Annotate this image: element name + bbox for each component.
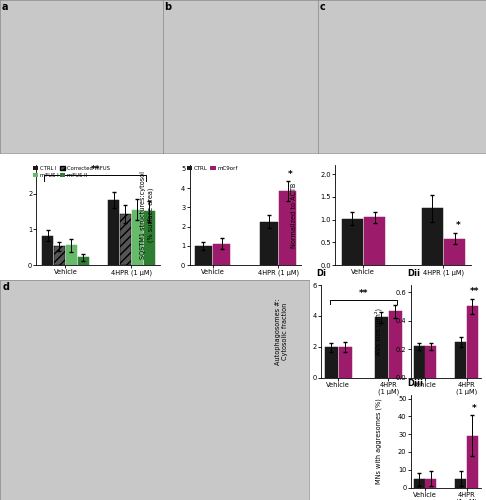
Bar	[467, 306, 478, 378]
Text: *: *	[288, 170, 293, 179]
Bar	[213, 244, 230, 265]
Y-axis label: Autophagosomes #:
Cytosolic fraction: Autophagosomes #: Cytosolic fraction	[276, 298, 289, 364]
Bar	[455, 342, 466, 378]
Text: *: *	[472, 404, 476, 413]
Bar	[342, 218, 363, 265]
Text: Di: Di	[316, 269, 327, 278]
Legend: CTRL I, mFUS I, Corrected mFUS, mFUS II: CTRL I, mFUS I, Corrected mFUS, mFUS II	[33, 166, 110, 178]
Bar	[120, 214, 131, 265]
Bar	[414, 346, 425, 378]
Text: Diii: Diii	[407, 379, 423, 388]
Text: b: b	[164, 2, 172, 12]
Legend: CTRL, mC9orf: CTRL, mC9orf	[187, 166, 238, 171]
Text: **: **	[469, 288, 479, 296]
Bar	[54, 246, 65, 265]
Text: **: **	[90, 164, 100, 173]
Text: d: d	[3, 282, 10, 292]
Bar	[467, 436, 478, 488]
Bar	[455, 478, 466, 488]
Bar	[375, 318, 388, 378]
Bar	[42, 236, 53, 265]
Bar	[78, 257, 89, 265]
Bar	[325, 348, 338, 378]
Bar	[444, 238, 465, 265]
Bar	[414, 480, 425, 488]
Bar	[260, 222, 278, 265]
Text: a: a	[1, 2, 8, 12]
Bar	[426, 478, 436, 488]
Text: **: **	[359, 290, 368, 298]
Bar	[339, 346, 352, 378]
Bar	[422, 208, 443, 265]
Y-axis label: SQSTM1 structures:cytosol
(% surface area): SQSTM1 structures:cytosol (% surface are…	[140, 171, 154, 259]
Bar	[426, 346, 436, 378]
Bar	[132, 210, 143, 265]
Bar	[144, 212, 155, 265]
Bar	[364, 218, 385, 265]
Y-axis label: AVs size (μm²): AVs size (μm²)	[375, 308, 382, 355]
Bar	[108, 200, 119, 265]
Bar	[389, 311, 402, 378]
Bar	[194, 246, 212, 265]
Bar	[279, 191, 296, 265]
Text: *: *	[455, 220, 460, 230]
Text: Dii: Dii	[407, 269, 420, 278]
Y-axis label: Normalized to ACTB: Normalized to ACTB	[291, 182, 297, 248]
Y-axis label: MNs with aggresomes (%): MNs with aggresomes (%)	[376, 398, 382, 484]
Text: c: c	[320, 2, 326, 12]
Bar	[66, 246, 77, 265]
